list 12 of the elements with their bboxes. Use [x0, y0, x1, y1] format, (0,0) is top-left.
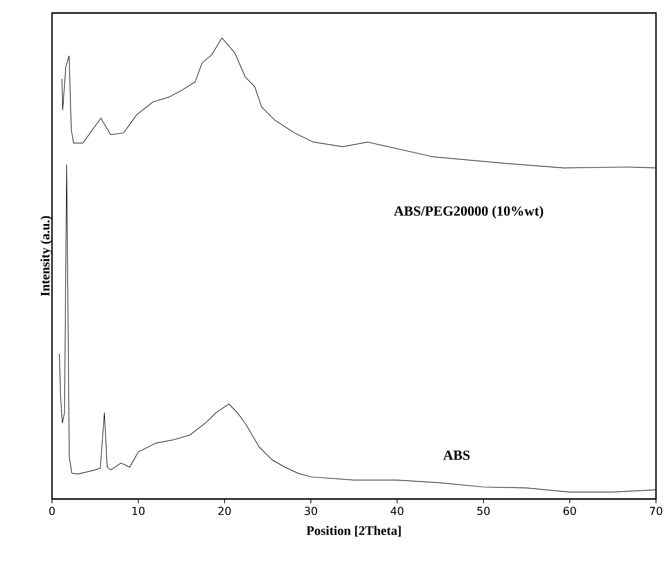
x-tick-label: 50: [477, 506, 490, 516]
x-tick-label: 70: [650, 506, 662, 516]
text: ABS/PEG20000 (10%wt): [394, 206, 544, 219]
y-axis-title: Intensity (a.u.): [40, 216, 52, 296]
x-axis-title: Position [2Theta]: [306, 526, 401, 537]
x-tick-label: 0: [49, 506, 55, 516]
x-tick-label: 60: [564, 506, 576, 516]
series-label: ABS: [443, 450, 470, 460]
x-tick-label: 20: [218, 506, 231, 516]
x-tick-label: 30: [304, 506, 318, 516]
x-tick-label: 40: [390, 506, 404, 516]
x-tick-label: 10: [132, 506, 145, 516]
